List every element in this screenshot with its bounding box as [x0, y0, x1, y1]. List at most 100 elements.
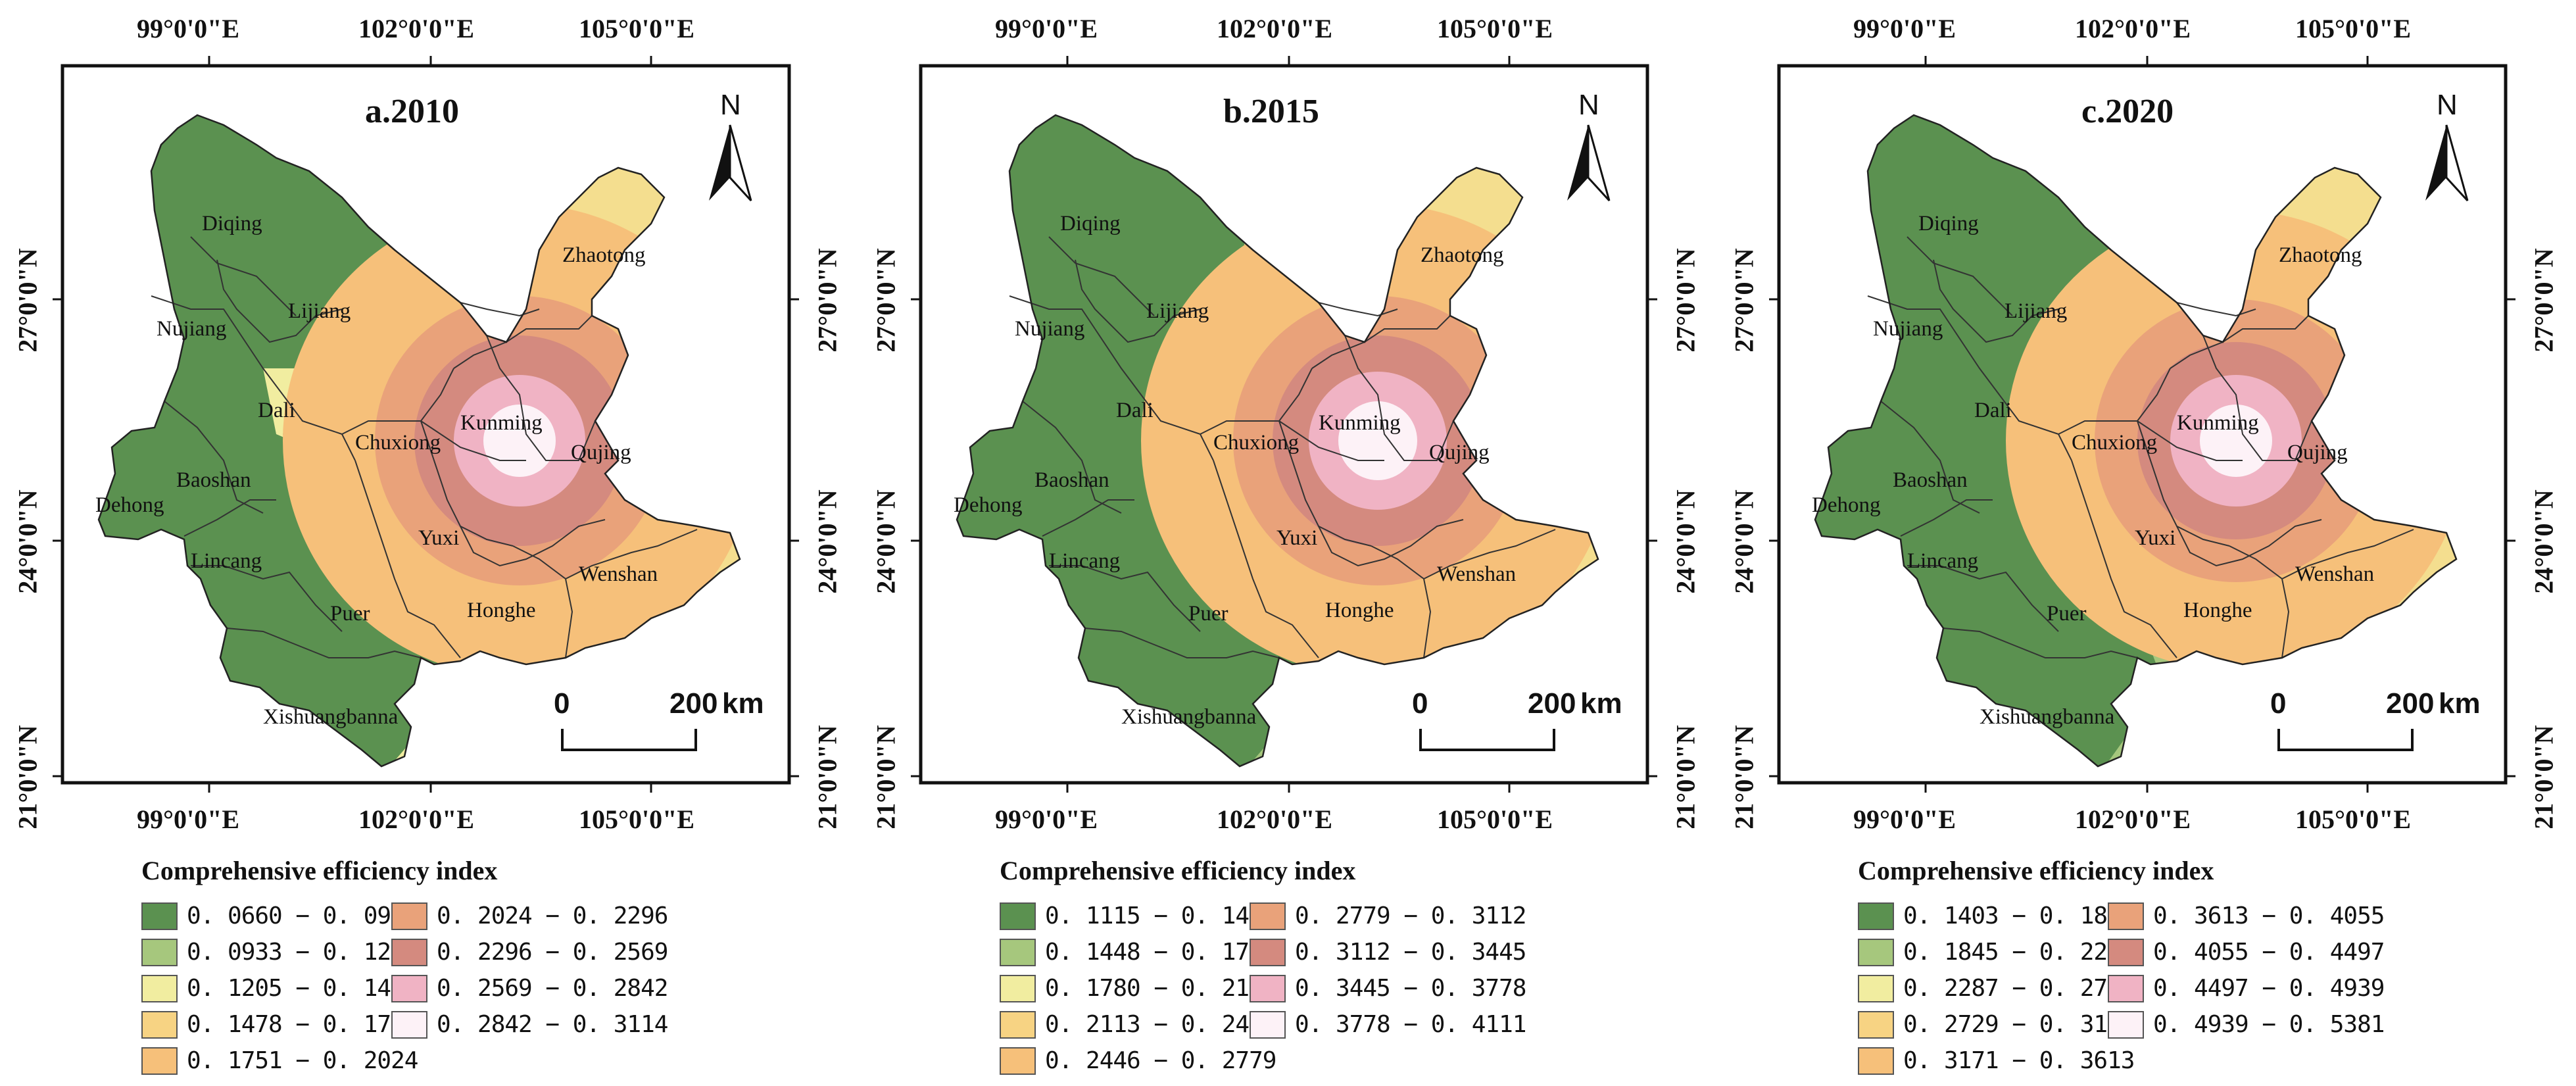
- legend-label: 0. 2446 − 0. 2779: [1045, 1047, 1276, 1074]
- legend-label: 0. 0933 − 0. 1205: [187, 939, 418, 966]
- lat-label-left: 27°0'0"N: [1729, 248, 1759, 353]
- map-frame: [919, 64, 1649, 785]
- city-label-zhaotong: Zhaotong: [1421, 243, 1504, 267]
- city-label-xishuangbanna: Xishuangbanna: [1121, 705, 1257, 729]
- city-label-chuxiong: Chuxiong: [1213, 431, 1300, 455]
- legend-label: 0. 3778 − 0. 4111: [1295, 1011, 1526, 1038]
- legend-swatch: [391, 902, 427, 930]
- north-arrow-icon: [2425, 124, 2469, 202]
- scale-distance: 200: [669, 687, 718, 720]
- prefecture-boundary: [1022, 401, 1122, 514]
- map-frame: [1777, 64, 2508, 785]
- prefecture-boundary: [486, 335, 596, 461]
- legend-label: 0. 2779 − 0. 3112: [1295, 902, 1526, 929]
- city-label-xishuangbanna: Xishuangbanna: [1980, 705, 2115, 729]
- prefecture-boundary: [190, 236, 297, 316]
- prefecture-boundary: [460, 302, 540, 317]
- scale-distance: 200: [2386, 687, 2435, 720]
- lon-label-bottom: 102°0'0"E: [358, 804, 474, 834]
- city-label-dali: Dali: [258, 399, 295, 422]
- city-label-chuxiong: Chuxiong: [2072, 431, 2158, 455]
- lat-label-left: 21°0'0"N: [1729, 725, 1759, 829]
- north-label: N: [720, 89, 741, 121]
- legend-label: 0. 2296 − 0. 2569: [437, 939, 668, 966]
- lon-label-bottom: 99°0'0"E: [1853, 804, 1956, 834]
- scale-unit: km: [722, 687, 764, 720]
- prefecture-boundary: [151, 295, 237, 330]
- legend-swatch: [2108, 1010, 2144, 1039]
- legend-item: 0. 3171 − 0. 3613: [1858, 1043, 2135, 1079]
- map-canvas: [1769, 56, 2515, 793]
- legend-swatch: [391, 974, 427, 1002]
- legend-grid: 0. 1403 − 0. 1845 0. 1845 − 0. 2287 0. 228…: [1858, 898, 2385, 1079]
- city-label-wenshan: Wenshan: [579, 562, 658, 586]
- city-label-qujing: Qujing: [1429, 441, 1490, 464]
- legend-item: 0. 1751 − 0. 2024: [141, 1043, 418, 1079]
- map-panel-2020: 99°0'0"E 99°0'0"E 102°0'0"E 102°0'0"E 105°0'…: [1716, 0, 2571, 1086]
- city-label-wenshan: Wenshan: [1437, 562, 1517, 586]
- scale-zero: 0: [1412, 687, 1428, 720]
- city-label-dehong: Dehong: [1812, 493, 1881, 517]
- lat-label-left: 24°0'0"N: [1729, 489, 1759, 594]
- legend-swatch: [1250, 902, 1286, 930]
- prefecture-boundary: [2176, 302, 2256, 317]
- legend-swatch: [1000, 902, 1036, 930]
- legend-title: Comprehensive efficiency index: [141, 856, 498, 885]
- city-label-puer: Puer: [330, 602, 370, 626]
- city-label-dehong: Dehong: [954, 493, 1023, 517]
- prefecture-boundary: [2202, 335, 2312, 461]
- lon-label-bottom: 105°0'0"E: [2295, 804, 2411, 834]
- legend-item: 0. 1845 − 0. 2287: [1858, 934, 2135, 970]
- prefecture-boundary: [1278, 420, 1372, 547]
- legend-swatch: [2108, 938, 2144, 966]
- city-label-kunming: Kunming: [1319, 411, 1401, 435]
- legend-item: 0. 0660 − 0. 0933: [141, 898, 418, 934]
- legend-label: 0. 1115 − 0. 1448: [1045, 902, 1276, 929]
- legend-item: 0. 1478 − 0. 1751: [141, 1006, 418, 1043]
- city-label-diqing: Diqing: [1918, 212, 1979, 235]
- legend-swatch: [1858, 1010, 1894, 1039]
- lat-label-left: 24°0'0"N: [12, 489, 43, 594]
- prefecture-boundary: [1953, 328, 2072, 461]
- city-label-lijiang: Lijiang: [2005, 299, 2068, 323]
- lat-label-right: 27°0'0"N: [2529, 248, 2559, 353]
- legend-item: 0. 2729 − 0. 3171: [1858, 1006, 2135, 1043]
- legend-item: 0. 1780 − 0. 2113: [1000, 970, 1276, 1006]
- legend-item: 0. 3112 − 0. 3445: [1250, 934, 1526, 970]
- legend-swatch: [2108, 974, 2144, 1002]
- legend-label: 0. 1205 − 0. 1478: [187, 975, 418, 1002]
- legend-swatch: [141, 974, 178, 1002]
- kunming-zone-6: [2200, 405, 2272, 477]
- legend-label: 0. 3613 − 0. 4055: [2153, 902, 2385, 929]
- legend-grid: 0. 1115 − 0. 1448 0. 1448 − 0. 1780 0. 178…: [1000, 898, 1526, 1079]
- lon-label-top: 99°0'0"E: [137, 14, 239, 43]
- prefecture-boundary: [226, 628, 422, 658]
- province-outline: [1814, 114, 2458, 768]
- prefecture-boundary: [1049, 565, 1201, 632]
- lon-label-bottom: 105°0'0"E: [1437, 804, 1553, 834]
- legend-title: Comprehensive efficiency index: [1858, 856, 2214, 885]
- lat-label-right: 21°0'0"N: [1670, 725, 1701, 829]
- legend-swatch: [1000, 1047, 1036, 1075]
- prefecture-boundary: [1423, 529, 1556, 580]
- prefecture-boundary: [1278, 420, 1384, 461]
- legend-title: Comprehensive efficiency index: [1000, 856, 1356, 885]
- legend-item: 0. 2842 − 0. 3114: [391, 1006, 668, 1043]
- scale-distance: 200: [1528, 687, 1576, 720]
- city-label-lijiang: Lijiang: [1146, 299, 1209, 323]
- scale-bar: [2277, 729, 2414, 751]
- legend-item: 0. 1205 − 0. 1478: [141, 970, 418, 1006]
- prefecture-boundary: [2281, 529, 2414, 580]
- prefecture-boundary: [565, 529, 698, 580]
- prefecture-boundary: [1311, 315, 1451, 369]
- map-title: b.2015: [1223, 93, 1319, 130]
- lon-label-top: 105°0'0"E: [2295, 14, 2411, 43]
- legend-label: 0. 2024 − 0. 2296: [437, 902, 668, 929]
- city-label-dali: Dali: [1974, 399, 2012, 422]
- legend-swatch: [391, 1010, 427, 1039]
- legend-label: 0. 2842 − 0. 3114: [437, 1011, 668, 1038]
- prefecture-boundary: [2071, 460, 2177, 658]
- scale-zero: 0: [554, 687, 570, 720]
- prefecture-boundary: [1900, 499, 1993, 537]
- legend-item: 0. 3445 − 0. 3778: [1250, 970, 1526, 1006]
